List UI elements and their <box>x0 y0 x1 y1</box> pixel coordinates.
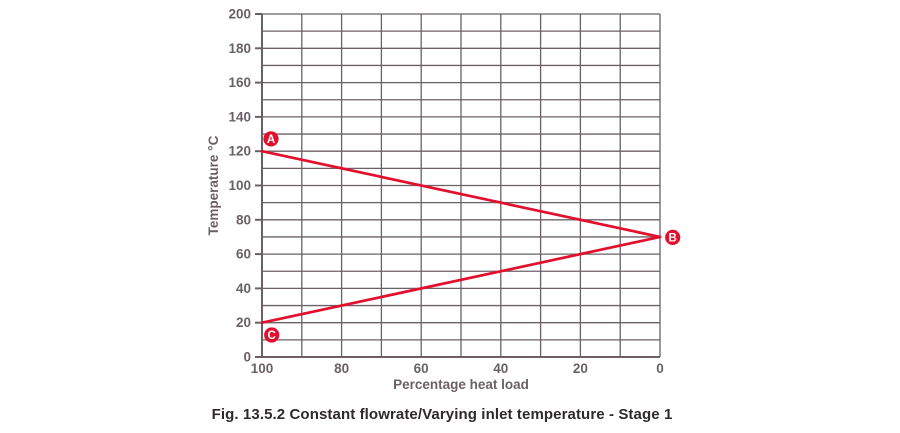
series-line-a-b <box>260 149 662 239</box>
point-marker-b: B <box>665 229 681 245</box>
marker-letter: C <box>268 330 276 342</box>
y-tick-label: 120 <box>228 144 251 159</box>
x-tick-label: 100 <box>251 361 274 376</box>
grid <box>261 13 661 358</box>
x-tick-label: 80 <box>334 361 349 376</box>
y-tick-label: 0 <box>243 350 251 365</box>
y-tick-label: 20 <box>236 315 251 330</box>
y-tick-label: 180 <box>228 41 251 56</box>
marker-circle <box>264 327 280 343</box>
series-line-b-c <box>260 235 662 325</box>
marker-letter: B <box>669 232 677 244</box>
y-axis-title: Temperature °C <box>206 135 221 235</box>
x-tick-label: 60 <box>414 361 429 376</box>
y-tick-label: 40 <box>236 281 251 296</box>
x-tick-label: 0 <box>656 361 664 376</box>
y-tick-label: 100 <box>228 178 251 193</box>
y-tick-label: 160 <box>228 75 251 90</box>
y-tick-label: 60 <box>236 247 251 262</box>
x-tick-label: 20 <box>573 361 588 376</box>
marker-letter: A <box>267 134 275 146</box>
marker-circle <box>665 229 681 245</box>
x-tick-label: 40 <box>493 361 508 376</box>
y-tick-label: 80 <box>236 212 251 227</box>
y-tick-label: 200 <box>228 7 251 22</box>
figure-caption: Fig. 13.5.2 Constant flowrate/Varying in… <box>211 406 673 423</box>
x-axis-title: Percentage heat load <box>393 377 529 392</box>
point-marker-a: A <box>263 131 279 147</box>
y-tick-label: 140 <box>228 109 251 124</box>
point-marker-c: C <box>264 327 280 343</box>
marker-circle <box>263 131 279 147</box>
